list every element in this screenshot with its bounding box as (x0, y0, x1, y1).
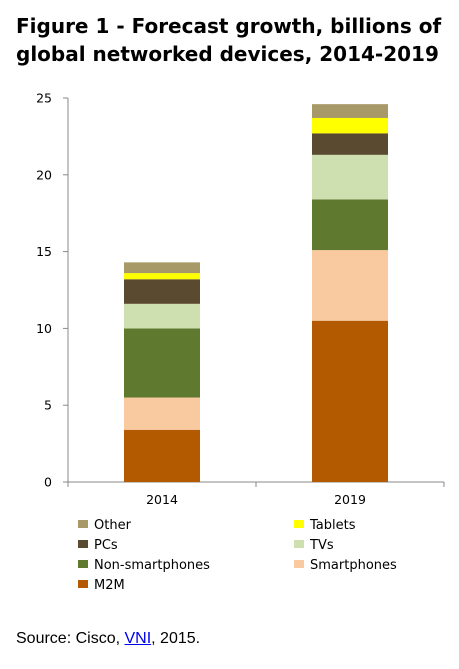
legend-item-m2m: M2M (78, 578, 125, 594)
bar-segment-m2m-2019 (312, 320, 388, 482)
y-tick-label: 5 (44, 398, 52, 413)
y-tick-label: 0 (44, 475, 52, 490)
legend-item-tablets: Tablets (294, 518, 356, 534)
legend-label: TVs (310, 538, 334, 553)
legend-label: Non-smartphones (94, 558, 210, 573)
bar-segment-tvs-2019 (312, 154, 388, 200)
bar-segment-smartphones-2019 (312, 250, 388, 321)
y-tick-label: 25 (36, 91, 52, 106)
stacked-bar-chart: 0 5 10 15 20 25 2014 2019 (36, 91, 445, 507)
bar-segment-m2m-2014 (124, 429, 200, 482)
chart-title-line-1: Figure 1 - Forecast growth, billions of (16, 14, 442, 38)
source-link-vni[interactable]: VNI (124, 630, 152, 647)
legend-item-other: Other (78, 518, 131, 534)
bar-segment-non-smartphones-2019 (312, 199, 388, 251)
bar-segment-other-2019 (312, 104, 388, 118)
legend-swatch (294, 540, 304, 548)
legend-swatch (78, 560, 88, 568)
chart-title-line-2: global networked devices, 2014-2019 (16, 42, 439, 66)
x-tick-label-2019: 2019 (334, 492, 366, 507)
bar-segment-pcs-2014 (124, 279, 200, 304)
legend-item-pcs: PCs (78, 538, 118, 554)
legend-swatch (78, 580, 88, 588)
legend-swatch (78, 520, 88, 528)
legend-swatch (78, 540, 88, 548)
legend-swatch (294, 560, 304, 568)
bar-segment-tablets-2014 (124, 273, 200, 280)
bar-segment-non-smartphones-2014 (124, 328, 200, 398)
legend-label: M2M (94, 578, 125, 593)
legend-item-non-smartphones: Non-smartphones (78, 558, 210, 574)
source-note: Source: Cisco, VNI, 2015. (16, 630, 200, 648)
chart-title: Figure 1 - Forecast growth, billions of … (16, 12, 446, 68)
legend-item-smartphones: Smartphones (294, 558, 397, 574)
legend-label: Tablets (310, 518, 356, 533)
legend-label: PCs (94, 538, 118, 553)
bar-segment-smartphones-2014 (124, 397, 200, 430)
legend-label: Smartphones (310, 558, 397, 573)
legend-swatch (294, 520, 304, 528)
bar-segment-tablets-2019 (312, 117, 388, 134)
legend-label: Other (94, 518, 131, 533)
y-tick-label: 15 (36, 244, 52, 259)
x-tick-label-2014: 2014 (146, 492, 178, 507)
legend-item-tvs: TVs (294, 538, 334, 554)
y-tick-label: 10 (36, 321, 52, 336)
y-tick-label: 20 (36, 167, 52, 182)
bar-segment-other-2014 (124, 262, 200, 274)
bar-segment-tvs-2014 (124, 303, 200, 329)
bar-segment-pcs-2019 (312, 133, 388, 155)
source-prefix: Source: Cisco, (16, 630, 125, 647)
source-suffix: , 2015. (151, 630, 201, 647)
